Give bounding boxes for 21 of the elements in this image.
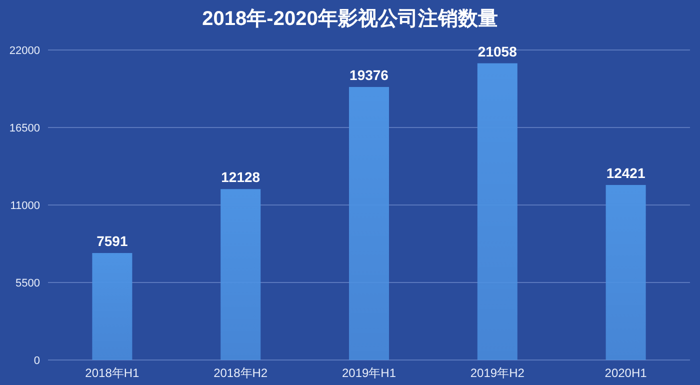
x-tick-label: 2018年H2 bbox=[214, 366, 268, 380]
x-tick-label: 2019年H1 bbox=[342, 366, 396, 380]
y-tick-label: 0 bbox=[34, 355, 40, 367]
data-label: 12421 bbox=[606, 164, 646, 181]
data-label: 12128 bbox=[221, 169, 260, 186]
y-tick-label: 22000 bbox=[9, 45, 40, 57]
x-tick-label: 2018年H1 bbox=[85, 366, 140, 380]
x-tick-label: 2020H1 bbox=[604, 366, 648, 380]
bar bbox=[220, 189, 261, 360]
data-label: 7591 bbox=[96, 233, 128, 250]
chart-title: 2018年-2020年影视公司注销数量 bbox=[202, 7, 498, 30]
y-tick-label: 16500 bbox=[9, 122, 40, 134]
bar bbox=[349, 86, 389, 360]
y-tick-label: 5500 bbox=[16, 278, 40, 290]
bar bbox=[606, 184, 646, 360]
bar bbox=[477, 63, 518, 360]
x-tick-label: 2019年H2 bbox=[470, 366, 525, 380]
bar bbox=[92, 253, 132, 360]
data-label: 21058 bbox=[478, 43, 518, 60]
y-tick-label: 11000 bbox=[10, 200, 40, 212]
data-label: 19376 bbox=[350, 66, 389, 83]
